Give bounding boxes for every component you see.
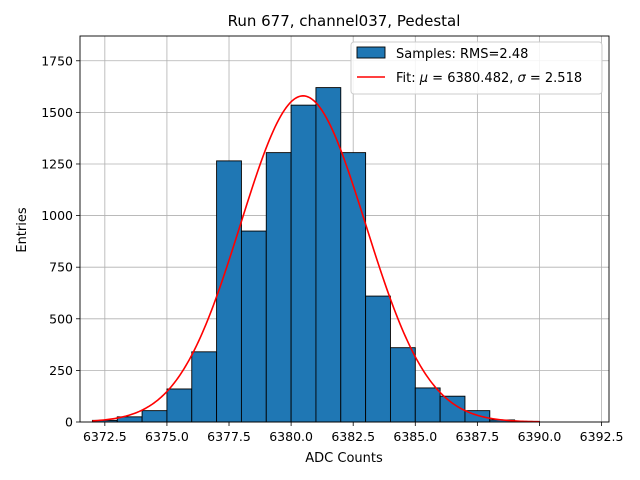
legend-fit-mu-value: = 6380.482,	[428, 71, 517, 86]
x-tick-label: 6375.0	[145, 429, 189, 444]
histogram-bar	[240, 230, 267, 423]
x-tick-label: 6382.5	[331, 429, 375, 444]
x-tick-label: 6372.5	[83, 429, 127, 444]
y-tick-label: 1250	[41, 156, 73, 171]
x-tick-label: 6385.0	[393, 429, 437, 444]
x-tick-label: 6387.5	[455, 429, 499, 444]
x-tick-label: 6390.0	[518, 429, 562, 444]
legend-fit-prefix: Fit:	[396, 71, 420, 86]
y-tick-label: 1000	[41, 208, 73, 223]
legend-label-samples: Samples: RMS=2.48	[396, 47, 528, 62]
y-tick-label: 750	[49, 260, 73, 275]
legend-fit-sigma: σ	[518, 71, 527, 86]
x-tick-label: 6377.5	[207, 429, 251, 444]
x-axis-label: ADC Counts	[305, 451, 383, 466]
legend-fit-sigma-value: = 2.518	[526, 71, 582, 86]
y-axis-ticks: 0 250 500 750 1000 1250 1500 1750	[41, 53, 80, 430]
histogram-bar	[365, 295, 391, 423]
y-tick-label: 250	[49, 363, 73, 378]
gaussian-fit	[92, 95, 540, 423]
chart-title: Run 677, channel037, Pedestal	[228, 12, 461, 30]
histogram-bar	[166, 388, 193, 423]
histogram-bar	[265, 152, 292, 423]
legend: Samples: RMS=2.48 Fit: μ = 6380.482, σ =…	[350, 41, 603, 95]
histogram-bar	[290, 104, 317, 423]
y-axis-label: Entries	[15, 207, 30, 253]
x-tick-label: 6380.0	[269, 429, 313, 444]
plot-frame	[79, 35, 610, 423]
legend-fit-mu: μ	[419, 71, 428, 86]
histogram-bar	[389, 347, 416, 423]
y-tick-label: 1500	[41, 105, 73, 120]
fit-curve	[92, 95, 540, 423]
histogram-bar	[216, 160, 242, 423]
y-tick-label: 500	[49, 311, 73, 326]
histogram-bar	[340, 152, 367, 423]
y-tick-label: 1750	[41, 53, 73, 68]
histogram-bar	[141, 410, 168, 423]
legend-label-fit: Fit: μ = 6380.482, σ = 2.518	[396, 71, 582, 86]
histogram-bar	[414, 387, 441, 423]
x-axis-ticks: 6372.5 6375.0 6377.5 6380.0 6382.5 6385.0 6387…	[83, 422, 623, 444]
histogram-bar	[315, 87, 342, 423]
legend-swatch-samples	[356, 46, 386, 59]
x-tick-label: 6392.5	[580, 429, 624, 444]
histogram-bar	[191, 351, 218, 423]
legend-box	[350, 41, 603, 95]
y-tick-label: 0	[65, 415, 73, 430]
histogram-bars	[91, 87, 540, 423]
